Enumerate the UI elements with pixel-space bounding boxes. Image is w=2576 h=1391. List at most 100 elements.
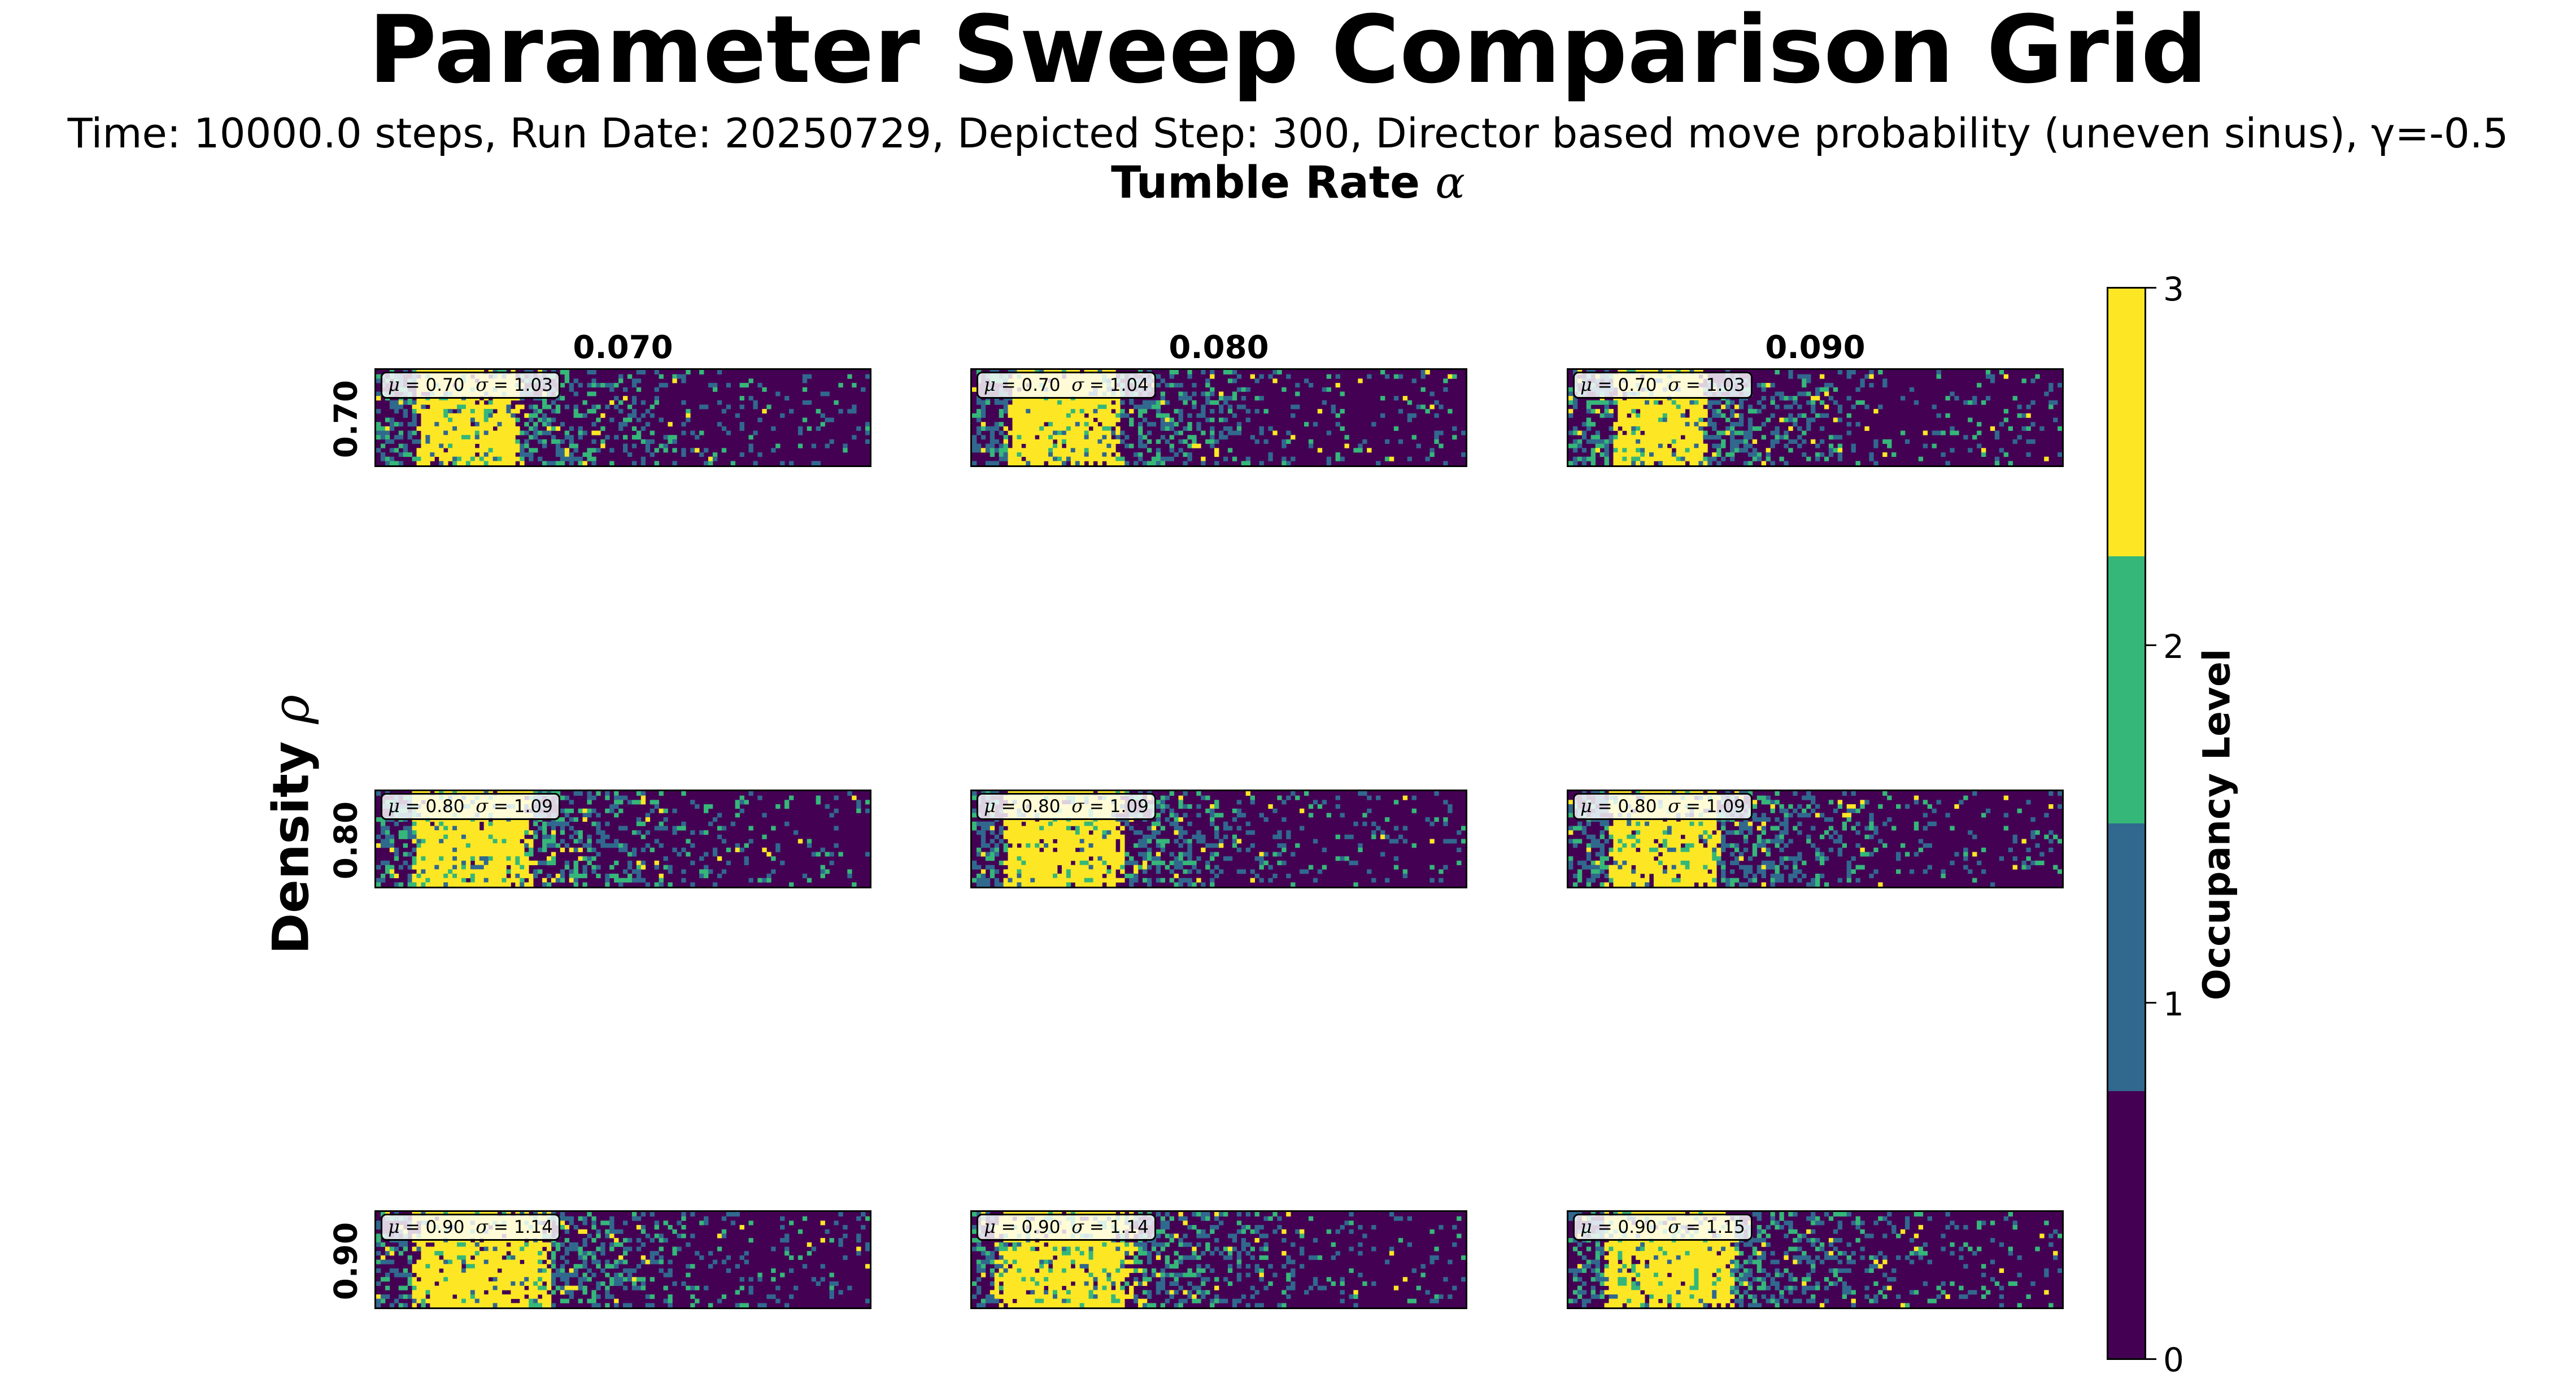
heatmap-cell xyxy=(430,839,435,844)
heatmap-cell xyxy=(403,834,408,839)
heatmap-cell xyxy=(488,400,493,405)
heatmap-cell xyxy=(972,795,977,800)
heatmap-cell xyxy=(2012,439,2017,444)
heatmap-cell xyxy=(416,452,421,457)
heatmap-cell xyxy=(852,882,857,887)
heatmap-cell xyxy=(847,873,852,879)
heatmap-cell xyxy=(1057,821,1062,826)
heatmap-cell xyxy=(1120,826,1125,831)
heatmap-cell xyxy=(1178,817,1183,822)
heatmap-cell xyxy=(1353,882,1358,887)
heatmap-cell xyxy=(425,821,430,826)
heatmap-cell xyxy=(529,448,534,453)
heatmap-cell xyxy=(609,873,614,879)
heatmap-cell xyxy=(533,426,538,431)
heatmap-cell xyxy=(1039,873,1044,879)
heatmap-cell xyxy=(640,370,646,375)
heatmap-cell xyxy=(1627,430,1632,435)
heatmap-cell xyxy=(1003,847,1008,852)
heatmap-cell xyxy=(470,843,476,848)
heatmap-cell xyxy=(1210,374,1215,379)
heatmap-cell xyxy=(1932,443,1937,448)
heatmap-cell xyxy=(1201,413,1206,418)
heatmap-cell xyxy=(1156,878,1161,883)
heatmap-cell xyxy=(1044,839,1049,844)
heatmap-cell xyxy=(980,843,986,848)
heatmap-cell xyxy=(492,456,498,461)
heatmap-cell xyxy=(1048,413,1053,418)
heatmap-cell xyxy=(578,830,583,835)
heatmap-cell xyxy=(1730,452,1735,457)
heatmap-cell xyxy=(1187,374,1192,379)
heatmap-cell xyxy=(1088,439,1093,444)
heatmap-cell xyxy=(1196,869,1201,874)
heatmap-cell xyxy=(627,800,633,805)
heatmap-cell xyxy=(1658,456,1663,461)
heatmap-cell xyxy=(847,409,852,414)
heatmap-cell xyxy=(1985,370,1991,375)
heatmap-cell xyxy=(650,439,655,444)
heatmap-cell xyxy=(416,404,421,409)
heatmap-cell xyxy=(569,452,574,457)
heatmap-cell xyxy=(488,869,493,874)
heatmap-cell xyxy=(1111,417,1116,422)
heatmap-cell xyxy=(1689,430,1694,435)
heatmap-cell xyxy=(492,400,498,405)
heatmap-cell xyxy=(425,869,430,874)
heatmap-cell xyxy=(1752,426,1758,431)
heatmap-cell xyxy=(1676,413,1681,418)
heatmap-cell xyxy=(564,374,570,379)
heatmap-cell xyxy=(1165,400,1170,405)
heatmap-cell xyxy=(1743,448,1749,453)
heatmap-cell xyxy=(511,869,516,874)
heatmap-cell xyxy=(1169,878,1174,883)
heatmap-cell xyxy=(1667,417,1672,422)
heatmap-cell xyxy=(1003,882,1008,887)
heatmap-cell xyxy=(1784,396,1789,401)
heatmap-cell xyxy=(515,443,520,448)
heatmap-cell xyxy=(448,422,453,427)
heatmap-cell xyxy=(1048,860,1053,865)
heatmap-cell xyxy=(1649,426,1654,431)
heatmap-cell xyxy=(1909,387,1915,392)
heatmap-cell xyxy=(1631,439,1636,444)
heatmap-cell xyxy=(1070,448,1076,453)
heatmap-cell xyxy=(631,461,637,465)
heatmap-cell xyxy=(1088,456,1093,461)
stat-box: μ = 0.70 σ = 1.03 xyxy=(1573,372,1753,399)
heatmap-cell xyxy=(398,830,404,835)
heatmap-cell xyxy=(474,435,480,440)
heatmap-cell xyxy=(1604,452,1609,457)
heatmap-cell xyxy=(605,795,610,800)
heatmap-cell xyxy=(1698,409,1703,414)
heatmap-cell xyxy=(1694,426,1699,431)
heatmap-cell xyxy=(1707,400,1712,405)
heatmap-cell xyxy=(1134,860,1139,865)
heatmap-cell xyxy=(1106,834,1112,839)
heatmap-cell xyxy=(1147,461,1152,465)
heatmap-cell xyxy=(1223,400,1228,405)
heatmap-cell xyxy=(1752,439,1758,444)
heatmap-cell xyxy=(439,869,444,874)
heatmap-cell xyxy=(1187,370,1192,375)
heatmap-cell xyxy=(1703,430,1708,435)
heatmap-cell xyxy=(1223,426,1228,431)
heatmap-cell xyxy=(380,456,386,461)
heatmap-cell xyxy=(1622,461,1627,465)
heatmap-cell xyxy=(1590,439,1596,444)
heatmap-cell xyxy=(1291,456,1296,461)
heatmap-cell xyxy=(1590,448,1596,453)
heatmap-cell xyxy=(479,839,485,844)
heatmap-cell xyxy=(443,834,448,839)
heatmap-cell xyxy=(430,847,435,852)
heatmap-cell xyxy=(1102,413,1107,418)
heatmap-cell xyxy=(1766,795,1771,800)
heatmap-cell xyxy=(452,830,457,835)
heatmap-cell xyxy=(452,878,457,883)
heatmap-cell xyxy=(1102,843,1107,848)
heatmap-cell xyxy=(1142,865,1148,870)
heatmap-cell xyxy=(730,461,736,465)
heatmap-cell xyxy=(2035,374,2040,379)
heatmap-cell xyxy=(506,409,511,414)
heatmap-cell xyxy=(1568,461,1574,465)
